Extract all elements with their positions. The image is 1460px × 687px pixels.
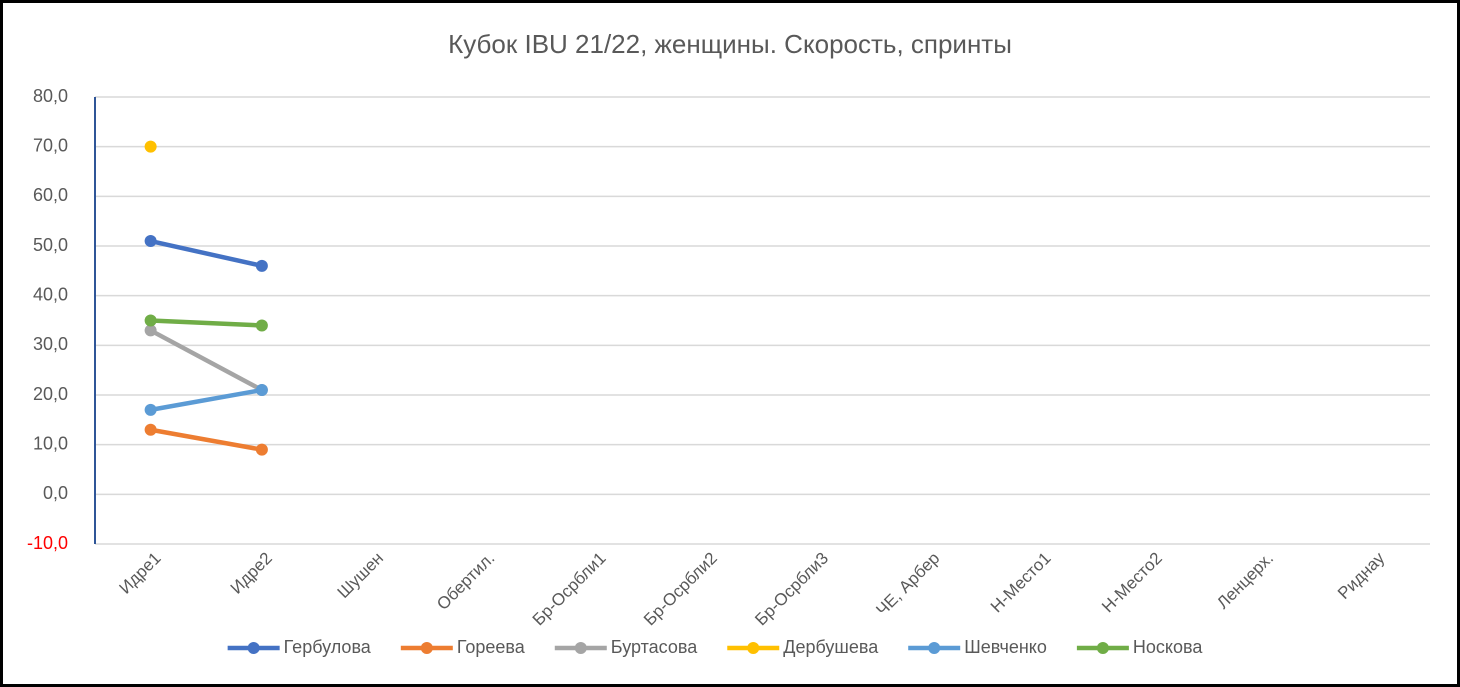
y-tick-label: -10,0 — [27, 533, 68, 553]
legend-marker — [574, 642, 587, 654]
data-point — [144, 140, 157, 153]
y-tick-label: 30,0 — [33, 334, 68, 354]
legend-marker — [1096, 642, 1109, 654]
legend-marker — [747, 642, 760, 654]
chart-title: Кубок IBU 21/22, женщины. Скорость, спри… — [448, 29, 1012, 59]
y-tick-label: 0,0 — [43, 483, 68, 503]
legend-marker — [928, 642, 941, 654]
legend-marker — [420, 642, 433, 654]
series-line — [150, 238, 263, 269]
data-point — [255, 259, 268, 272]
legend-label: Дербушева — [783, 637, 879, 657]
series-line — [150, 427, 263, 452]
y-tick-label: 20,0 — [33, 384, 68, 404]
series-line — [149, 328, 263, 393]
legend-label: Носкова — [1133, 637, 1203, 657]
y-tick-label: 10,0 — [33, 433, 68, 453]
legend-label: Гореева — [457, 637, 526, 657]
data-point — [144, 235, 157, 248]
data-point — [144, 423, 157, 436]
legend-label: Гербулова — [284, 637, 372, 657]
data-point — [144, 403, 157, 416]
y-tick-label: 60,0 — [33, 185, 68, 205]
y-tick-label: 70,0 — [33, 135, 68, 155]
series-line — [150, 318, 262, 328]
legend-label: Шевченко — [964, 637, 1047, 657]
data-point — [144, 314, 157, 327]
y-tick-label: 50,0 — [33, 235, 68, 255]
data-point — [144, 324, 157, 337]
y-tick-label: 40,0 — [33, 284, 68, 304]
data-point — [255, 443, 268, 456]
data-point — [255, 384, 268, 397]
data-point — [255, 319, 268, 332]
legend-label: Буртасова — [611, 637, 698, 657]
series-line — [150, 387, 263, 413]
legend-marker — [247, 642, 260, 654]
y-tick-label: 80,0 — [33, 86, 68, 106]
